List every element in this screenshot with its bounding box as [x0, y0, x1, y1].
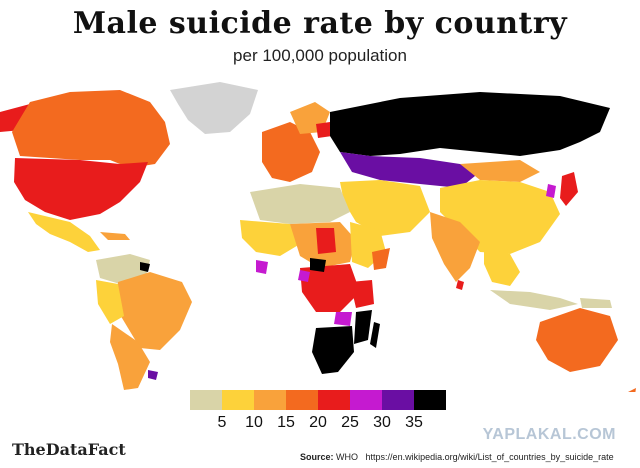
legend-swatch-2 — [254, 390, 286, 410]
region-mexico — [28, 212, 100, 252]
region-brazil — [116, 272, 192, 350]
region-uruguay — [148, 370, 158, 380]
region-north-africa — [250, 184, 350, 224]
region-mozambique — [354, 310, 372, 344]
region-sri-lanka — [456, 280, 464, 290]
region-caribbean — [100, 232, 130, 240]
legend-label-5: 5 — [217, 414, 227, 431]
region-guyana — [140, 262, 150, 272]
legend-swatch-5 — [350, 390, 382, 410]
region-korea — [546, 184, 556, 198]
region-new-guinea — [580, 298, 612, 308]
region-japan — [560, 172, 578, 206]
source-link[interactable]: https://en.wikipedia.org/wiki/List_of_co… — [365, 452, 614, 462]
region-southern-africa — [312, 326, 354, 374]
region-southeast-asia — [484, 248, 520, 286]
region-west-africa — [240, 220, 300, 256]
legend-label-20: 20 — [309, 414, 327, 431]
region-greenland — [170, 82, 258, 134]
legend-swatch-4 — [318, 390, 350, 410]
region-usa — [14, 158, 148, 220]
region-ivory-coast — [256, 260, 268, 274]
watermark: YAPLAKAL.COM — [482, 426, 616, 443]
region-tanzania — [350, 280, 374, 308]
legend-label-35: 35 — [405, 414, 423, 431]
region-peru-bolivia — [96, 280, 124, 324]
region-somalia — [372, 248, 390, 270]
region-australia — [536, 308, 618, 372]
page-subtitle: per 100,000 population — [233, 46, 407, 65]
region-chad-sudan — [316, 228, 336, 254]
source-label: Source: — [300, 452, 334, 462]
legend-swatch-7 — [414, 390, 446, 410]
region-central-purple — [298, 270, 310, 282]
legend-label-30: 30 — [373, 414, 391, 431]
region-argentina — [110, 324, 150, 390]
region-congo — [300, 264, 360, 312]
region-zambia — [334, 312, 352, 326]
page-title: Male suicide rate by country — [72, 6, 568, 41]
source-note: Source: WHO https://en.wikipedia.org/wik… — [300, 452, 614, 462]
world-map — [0, 82, 636, 392]
region-canada — [12, 90, 170, 168]
region-india — [430, 212, 480, 282]
brand-logo: TheDataFact — [12, 440, 126, 459]
region-western-europe — [262, 122, 320, 182]
region-madagascar — [370, 322, 380, 348]
region-middle-east — [340, 180, 430, 236]
legend-label-10: 10 — [245, 414, 263, 431]
source-org: WHO — [336, 452, 359, 462]
legend-swatch-1 — [222, 390, 254, 410]
legend-swatch-3 — [286, 390, 318, 410]
legend — [190, 390, 446, 414]
legend-swatch-6 — [382, 390, 414, 410]
region-baltics — [316, 122, 332, 138]
region-indonesia — [490, 290, 578, 310]
region-russia — [330, 92, 610, 156]
legend-label-25: 25 — [341, 414, 359, 431]
region-new-zealand — [628, 388, 636, 392]
region-cameroon — [310, 258, 326, 272]
legend-label-15: 15 — [277, 414, 295, 431]
legend-swatch-0 — [190, 390, 222, 410]
region-kazakhstan — [340, 152, 480, 188]
region-mongolia — [460, 160, 540, 182]
